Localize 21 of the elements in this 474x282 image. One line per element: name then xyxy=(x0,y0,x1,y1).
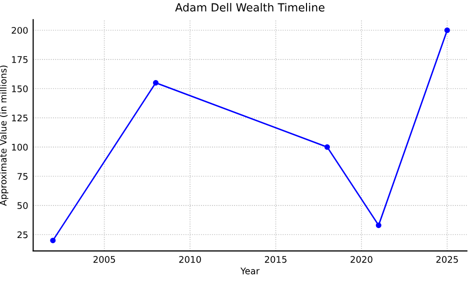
y-tick-label: 75 xyxy=(18,173,28,180)
y-tick-label: 125 xyxy=(12,114,28,122)
point xyxy=(152,80,159,86)
x-tick-label: 2020 xyxy=(350,256,372,263)
point xyxy=(324,144,330,150)
chart-title: Adam Dell Wealth Timeline xyxy=(175,2,324,12)
y-tick-label: 25 xyxy=(17,231,28,238)
y-tick-label: 150 xyxy=(12,85,28,92)
x-tick-label: 2005 xyxy=(93,256,116,263)
x-axis-title: Year xyxy=(240,268,260,274)
x-tick-label: 2010 xyxy=(179,256,201,263)
y-tick-label: 50 xyxy=(18,202,28,209)
point xyxy=(376,222,382,228)
x-tick-label: 2015 xyxy=(264,256,286,263)
point xyxy=(444,27,450,34)
y-tick-label: 200 xyxy=(12,26,28,34)
y-tick-label: 175 xyxy=(12,56,28,64)
y-tick-label: 100 xyxy=(12,144,28,151)
point xyxy=(50,238,56,244)
y-axis-title: Approximate Value (in millions) xyxy=(0,66,8,206)
x-tick-label: 2025 xyxy=(436,256,458,263)
